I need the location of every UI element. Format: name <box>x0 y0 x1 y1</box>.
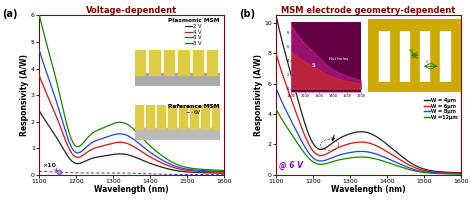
Text: (a): (a) <box>2 9 18 19</box>
Title: MSM electrode geometry-dependent: MSM electrode geometry-dependent <box>281 6 456 15</box>
Legend: W = 4μm, W = 6μm, W = 8μm, W =12μm: W = 4μm, W = 6μm, W = 8μm, W =12μm <box>423 98 458 120</box>
Text: (b): (b) <box>239 9 255 19</box>
Legend: 6V: 6V <box>168 104 219 115</box>
Y-axis label: Responsivity (A/W): Responsivity (A/W) <box>20 54 29 136</box>
Text: @ 6 V: @ 6 V <box>279 161 303 170</box>
X-axis label: Wavelength (nm): Wavelength (nm) <box>94 185 169 194</box>
Y-axis label: Responsivity (A/W): Responsivity (A/W) <box>254 54 263 136</box>
X-axis label: Wavelength (nm): Wavelength (nm) <box>331 185 406 194</box>
Text: ×10: ×10 <box>42 163 56 168</box>
Title: Voltage-dependent: Voltage-dependent <box>86 6 177 15</box>
